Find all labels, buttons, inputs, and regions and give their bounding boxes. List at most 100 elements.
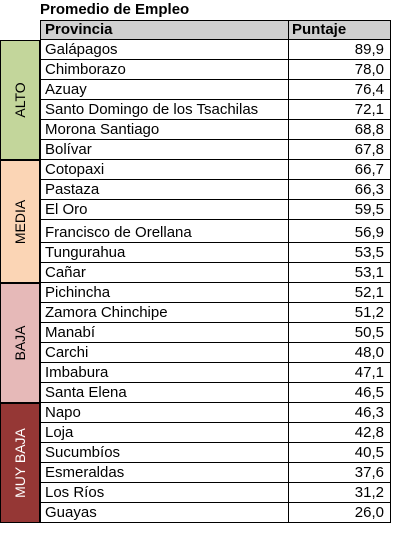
column-divider xyxy=(288,120,289,139)
column-divider xyxy=(288,243,289,262)
province-name: Pichincha xyxy=(45,284,111,301)
province-name: Cotopaxi xyxy=(45,161,105,178)
score-value: 50,5 xyxy=(354,324,384,341)
province-name: Esmeraldas xyxy=(45,464,125,481)
column-divider xyxy=(288,463,289,482)
table-row: El Oro 59,5 xyxy=(40,200,391,220)
score-value: 53,5 xyxy=(354,244,384,261)
column-divider xyxy=(288,423,289,442)
table-row: Santo Domingo de los Tsachilas 72,1 xyxy=(40,100,391,120)
table-title: Promedio de Empleo xyxy=(40,1,190,18)
score-value: 72,1 xyxy=(354,101,384,118)
group-band-baja: BAJA xyxy=(0,283,40,403)
score-value: 47,1 xyxy=(354,364,384,381)
table-row: Chimborazo 78,0 xyxy=(40,60,391,80)
province-name: Galápagos xyxy=(45,41,118,58)
score-value: 53,1 xyxy=(354,264,384,281)
header-score: Puntaje xyxy=(292,21,347,38)
province-name: Morona Santiago xyxy=(45,121,160,138)
table-row: Pastaza 66,3 xyxy=(40,180,391,200)
column-divider xyxy=(288,503,289,522)
table-row: Loja 42,8 xyxy=(40,423,391,443)
score-value: 46,3 xyxy=(354,404,384,421)
province-name: Sucumbíos xyxy=(45,444,121,461)
column-divider xyxy=(288,100,289,119)
score-value: 59,5 xyxy=(354,201,384,218)
column-divider xyxy=(288,443,289,462)
group-band-alto: ALTO xyxy=(0,40,40,160)
table-row: Tungurahua 53,5 xyxy=(40,243,391,263)
score-value: 67,8 xyxy=(354,141,384,158)
province-name: Azuay xyxy=(45,81,87,98)
province-name: Francisco de Orellana xyxy=(45,224,192,241)
province-name: Bolívar xyxy=(45,141,92,158)
province-name: Manabí xyxy=(45,324,96,341)
column-divider xyxy=(288,363,289,382)
table-row: Los Ríos 31,2 xyxy=(40,483,391,503)
score-value: 48,0 xyxy=(354,344,384,361)
score-value: 46,5 xyxy=(354,384,384,401)
province-name: Cañar xyxy=(45,264,86,281)
header-divider xyxy=(288,21,289,39)
table-row: Imbabura 47,1 xyxy=(40,363,391,383)
score-value: 37,6 xyxy=(354,464,384,481)
score-value: 89,9 xyxy=(354,41,384,58)
column-divider xyxy=(288,283,289,302)
province-name: Los Ríos xyxy=(45,484,105,501)
score-value: 40,5 xyxy=(354,444,384,461)
column-divider xyxy=(288,200,289,219)
score-value: 26,0 xyxy=(354,504,384,521)
score-value: 52,1 xyxy=(354,284,384,301)
score-value: 68,8 xyxy=(354,121,384,138)
table-row: Manabí 50,5 xyxy=(40,323,391,343)
province-name: Loja xyxy=(45,424,74,441)
column-divider xyxy=(288,180,289,199)
table-header: Provincia Puntaje xyxy=(40,20,391,40)
province-name: El Oro xyxy=(45,201,88,218)
table-row: Francisco de Orellana 56,9 xyxy=(40,220,391,243)
column-divider xyxy=(288,80,289,99)
province-name: Santa Elena xyxy=(45,384,127,401)
score-value: 42,8 xyxy=(354,424,384,441)
column-divider xyxy=(288,220,289,242)
table-row: Cañar 53,1 xyxy=(40,263,391,283)
column-divider xyxy=(288,343,289,362)
province-name: Carchi xyxy=(45,344,89,361)
score-value: 56,9 xyxy=(354,224,384,241)
group-label: ALTO xyxy=(12,82,28,118)
column-divider xyxy=(288,40,289,59)
table-row: Zamora Chinchipe 51,2 xyxy=(40,303,391,323)
header-province: Provincia xyxy=(45,21,113,38)
table-row: Santa Elena 46,5 xyxy=(40,383,391,403)
table-row: Morona Santiago 68,8 xyxy=(40,120,391,140)
group-band-media: MEDIA xyxy=(0,160,40,283)
province-name: Zamora Chinchipe xyxy=(45,304,168,321)
score-value: 76,4 xyxy=(354,81,384,98)
group-label: MUY BAJA xyxy=(12,428,28,498)
table-row: Napo 46,3 xyxy=(40,403,391,423)
table-row: Carchi 48,0 xyxy=(40,343,391,363)
province-name: Santo Domingo de los Tsachilas xyxy=(45,101,259,118)
table-row: Pichincha 52,1 xyxy=(40,283,391,303)
table-row: Galápagos 89,9 xyxy=(40,40,391,60)
column-divider xyxy=(288,383,289,402)
table-row: Azuay 76,4 xyxy=(40,80,391,100)
province-name: Guayas xyxy=(45,504,97,521)
table-row: Sucumbíos 40,5 xyxy=(40,443,391,463)
province-name: Chimborazo xyxy=(45,61,126,78)
table-row: Cotopaxi 66,7 xyxy=(40,160,391,180)
score-value: 66,7 xyxy=(354,161,384,178)
column-divider xyxy=(288,403,289,422)
table-row: Esmeraldas 37,6 xyxy=(40,463,391,483)
column-divider xyxy=(288,60,289,79)
score-value: 51,2 xyxy=(354,304,384,321)
score-value: 31,2 xyxy=(354,484,384,501)
column-divider xyxy=(288,303,289,322)
province-name: Imbabura xyxy=(45,364,109,381)
column-divider xyxy=(288,160,289,179)
score-value: 78,0 xyxy=(354,61,384,78)
province-name: Napo xyxy=(45,404,81,421)
column-divider xyxy=(288,483,289,502)
column-divider xyxy=(288,323,289,342)
group-label: MEDIA xyxy=(12,199,28,244)
